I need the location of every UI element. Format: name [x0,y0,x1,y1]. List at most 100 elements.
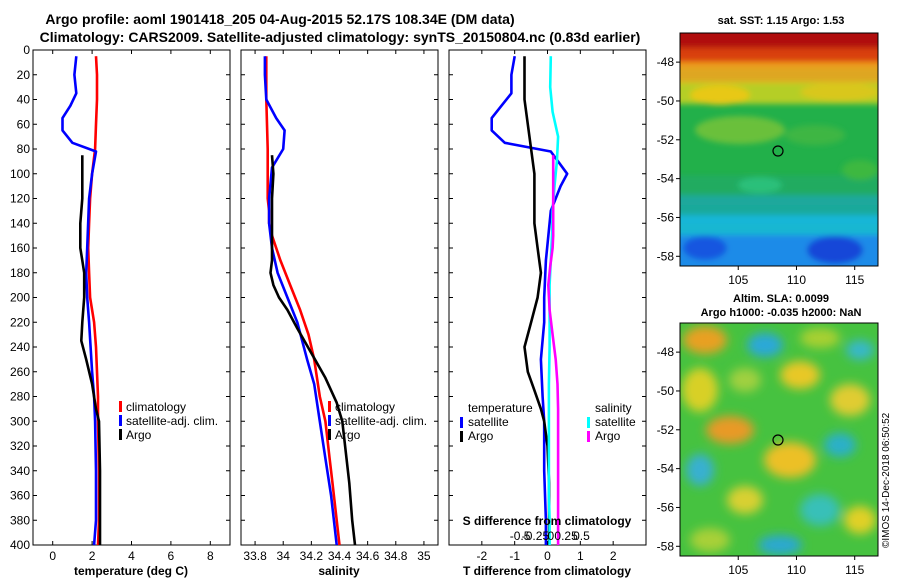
lon-tick-label: 110 [787,563,806,577]
lat-tick-label: -48 [657,345,675,359]
x-tick-label: 34.6 [356,549,380,563]
x-tick-label: 33.8 [243,549,267,563]
lat-tick-label: -54 [657,172,675,186]
sst-map-frame [679,32,879,267]
legend-label-s-satellite: satellite [595,415,636,429]
legend-swatch-climatology [328,401,331,412]
depth-tick-label: 340 [10,464,30,478]
depth-tick-label: 260 [10,365,30,379]
x-tick-label: 35 [417,549,431,563]
difference-axis-ticks: -2 -1 0 1 2 [476,50,617,563]
salinity-legend: climatology satellite-adj. clim. Argo [328,400,427,442]
s-difference-tick-label: 0.5 [573,529,590,543]
depth-tick-label: 80 [17,142,31,156]
legend-label-t-satellite: satellite [468,415,509,429]
salinity-depth-ticks [241,49,438,546]
temperature-legend: climatology satellite-adj. clim. Argo [119,400,218,442]
s-difference-axis-ticks: -0.5-0.250 0.250.5 [510,529,590,543]
sla-lon-ticks: 105 110 115 [728,556,865,577]
depth-tick-label: 360 [10,489,30,503]
legend-label-s-argo: Argo [595,429,621,443]
salinity-axis-ticks: 33.8 34 34.2 34.4 34.6 34.8 35 [243,50,431,563]
depth-axis-ticks: 0 20 40 60 80 100 120 140 160 180 200 220 240 260 280 3… [10,43,230,552]
sla-lat-ticks: -48 -50 -52 -54 -56 -58 [657,345,680,553]
imos-credit: ©IMOS 14-Dec-2018 06:50:52 [881,412,892,548]
depth-tick-label: 300 [10,414,30,428]
legend-swatch-t-argo [460,431,463,442]
difference-legend: temperature satellite Argo salinity sate… [460,401,636,443]
lat-tick-label: -54 [657,462,675,476]
depth-tick-label: 380 [10,513,30,527]
depth-tick-label: 0 [23,43,30,57]
x-tick-label: -1 [509,549,520,563]
sst-lon-ticks: 105 110 115 [728,266,865,287]
legend-title-temperature: temperature [468,401,533,415]
lat-tick-label: -52 [657,133,675,147]
legend-label-t-argo: Argo [468,429,494,443]
salinity-panel: 33.8 34 34.2 34.4 34.6 34.8 35 climatology sat… [240,49,439,578]
depth-tick-label: 20 [17,68,31,82]
x-tick-label: 34.4 [328,549,352,563]
legend-label-climatology: climatology [335,400,395,414]
sla-map-subtitle: Argo h1000: -0.035 h2000: NaN [701,307,862,319]
lat-tick-label: -50 [657,384,675,398]
x-tick-label: 34 [277,549,291,563]
x-tick-label: 2 [89,549,96,563]
depth-tick-label: 220 [10,315,30,329]
sst-lat-ticks: -48 -50 -52 -54 -56 -58 [657,55,680,263]
lon-tick-label: 105 [728,563,748,577]
depth-tick-label: 160 [10,241,30,255]
s-difference-tick-label: 0 [547,529,554,543]
sla-argo-marker [772,434,784,446]
difference-lines [490,55,569,545]
depth-tick-label: 140 [10,216,30,230]
sla-field [680,323,878,556]
sla-map-title: Altim. SLA: 0.0099 [733,293,829,305]
depth-tick-label: 240 [10,340,30,354]
s-difference-tick-label: -0.25 [522,529,550,543]
s-difference-tick-label: 0.25 [554,529,578,543]
figure-title-line-1: Argo profile: aoml 1901418_205 04-Aug-20… [45,11,514,27]
depth-tick-label: 120 [10,192,30,206]
lat-tick-label: -58 [657,249,675,263]
s-difference-tick-label: -0.5 [510,529,531,543]
depth-tick-label: 320 [10,439,30,453]
lat-tick-label: -56 [657,500,675,514]
depth-tick-label: 280 [10,390,30,404]
sst-argo-marker [772,145,784,157]
series-line-climatology [264,56,341,546]
s-difference-axis-label: S difference from climatology [463,514,632,528]
series-line-s-argo [546,155,560,545]
depth-tick-label: 180 [10,266,30,280]
series-line-t-argo [523,56,551,545]
sst-map-title: sat. SST: 1.15 Argo: 1.53 [718,15,845,27]
legend-label-argo: Argo [126,428,152,442]
series-line-argo [269,155,357,546]
legend-label-argo: Argo [335,428,361,442]
legend-label-satellite: satellite-adj. clim. [126,414,218,428]
temperature-lines [61,56,102,546]
legend-swatch-satellite [328,415,331,426]
x-tick-label: 2 [610,549,617,563]
salinity-lines [263,56,357,546]
figure-title-line-2: Climatology: CARS2009. Satellite-adjuste… [40,29,641,45]
depth-tick-label: 200 [10,291,30,305]
lat-tick-label: -56 [657,210,675,224]
sla-map-frame [679,322,879,557]
lon-tick-label: 115 [845,273,864,287]
lat-tick-label: -50 [657,94,675,108]
x-tick-label: 8 [207,549,214,563]
legend-swatch-s-satellite [587,417,590,428]
temperature-axis-ticks: 0 2 4 6 8 [49,50,214,563]
x-tick-label: 1 [577,549,584,563]
sst-map-panel: sat. SST: 1.15 Argo: 1.53 [657,15,879,287]
legend-swatch-t-satellite [460,417,463,428]
x-tick-label: 34.8 [384,549,408,563]
lon-tick-label: 115 [845,563,864,577]
x-tick-label: 6 [168,549,175,563]
depth-tick-label: 100 [10,167,30,181]
x-tick-label: -2 [476,549,487,563]
depth-tick-label: 60 [17,117,31,131]
lat-tick-label: -58 [657,539,675,553]
legend-title-salinity: salinity [595,401,632,415]
